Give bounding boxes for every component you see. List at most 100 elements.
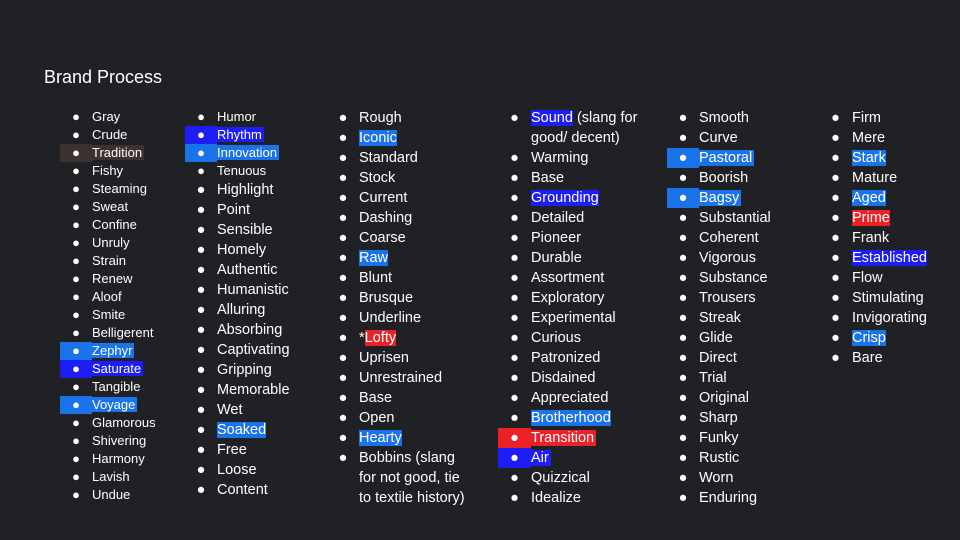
list-item-label: Worn	[699, 468, 733, 488]
bullet-icon: ●	[338, 350, 348, 366]
list-item-label: Brusque	[359, 288, 413, 308]
bullet-icon: ●	[831, 310, 840, 326]
list-item-text: Exploratory	[531, 290, 605, 306]
list-item-label: Glide	[699, 328, 733, 348]
list-item-label: Trial	[699, 368, 727, 388]
list-item-label: Flow	[852, 268, 883, 288]
list-item-label: Soaked	[217, 420, 267, 440]
list-item: ● Aged	[819, 188, 927, 208]
bullet-icon: ●	[831, 110, 840, 126]
list-item-text: Soaked	[217, 422, 267, 438]
list-item-text: Stimulating	[852, 290, 924, 306]
list-item: ● Disdained	[498, 368, 641, 388]
list-item: ● Curious	[498, 328, 641, 348]
list-item: ● Prime	[819, 208, 927, 228]
list-item-text: Innovation	[217, 145, 279, 160]
bullet-icon: ●	[831, 250, 840, 266]
list-item-line: Sound (slang for	[531, 108, 641, 128]
bullet-icon: ●	[831, 230, 840, 246]
list-item-text: Lofty	[364, 330, 397, 346]
list-item: ● Coarse	[327, 228, 469, 248]
list-item-text: Blunt	[359, 270, 393, 286]
list-item-label: Stock	[359, 168, 395, 188]
list-item-label: Steaming	[92, 180, 148, 198]
list-item-label: Patronized	[531, 348, 600, 368]
list-item-text: Base	[531, 170, 565, 186]
list-item-label: Unruly	[92, 234, 131, 252]
list-item: ● Belligerent	[60, 324, 157, 342]
bullet-icon: ●	[510, 190, 519, 206]
list-item-text: Point	[217, 202, 251, 218]
list-item: ● Air	[498, 448, 641, 468]
list-item-text: Patronized	[531, 350, 601, 366]
list-item-label: Grounding	[531, 188, 599, 208]
list-item: ● Warming	[498, 148, 641, 168]
list-item-text: Underline	[359, 310, 422, 326]
list-item: ● Wet	[185, 400, 290, 420]
list-item-text: Trousers	[699, 290, 756, 306]
list-item: ● *Lofty	[327, 328, 469, 348]
list-item-text: Iconic	[359, 130, 397, 146]
list-item-text: Current	[359, 190, 408, 206]
list-item: ● Zephyr	[60, 342, 157, 360]
bullet-icon: ●	[72, 307, 80, 322]
list-item: ● Dashing	[327, 208, 469, 228]
list-item-text: Stark	[852, 150, 886, 166]
list-item-text: Aloof	[92, 289, 122, 304]
bullet-icon: ●	[196, 302, 206, 318]
list-item-text: Streak	[699, 310, 741, 326]
list-item-text: Free	[217, 442, 247, 458]
bullet-icon: ●	[185, 144, 217, 162]
list-item-label: Boorish	[699, 168, 748, 188]
list-item-text: Brusque	[359, 290, 414, 306]
list-item-text: Memorable	[217, 382, 290, 398]
list-item-label: Crude	[92, 126, 128, 144]
bullet-icon: ●	[196, 362, 206, 378]
list-item-label: Stark	[852, 148, 886, 168]
list-item-text: Funky	[699, 430, 739, 446]
bullet-icon: ●	[196, 222, 206, 238]
list-item: ● Lavish	[60, 468, 157, 486]
list-item-label: Humor	[217, 108, 256, 126]
list-item-text: Experimental	[531, 310, 616, 326]
list-item-label: Air	[531, 448, 551, 468]
list-item-text: Frank	[852, 230, 890, 246]
list-item: ● Absorbing	[185, 320, 290, 340]
list-item-text: Original	[699, 390, 749, 406]
list-item-text: Sharp	[699, 410, 738, 426]
list-item-label: Stimulating	[852, 288, 924, 308]
list-item-label: Lavish	[92, 468, 131, 486]
list-item: ● Quizzical	[498, 468, 641, 488]
bullet-icon: ●	[510, 170, 519, 186]
bullet-icon: ●	[196, 342, 206, 358]
word-list-column-1: ● Gray ● Crude ● Tradition ● Fishy ● Steaming ● Swe…	[60, 108, 157, 504]
list-item: ● Sound (slang for good/ decent)	[498, 108, 641, 148]
list-item: ● Stark	[819, 148, 927, 168]
list-item-text: Steaming	[92, 181, 147, 196]
bullet-icon: ●	[72, 253, 80, 268]
bullet-icon: ●	[185, 126, 217, 144]
bullet-icon: ●	[510, 250, 519, 266]
bullet-icon: ●	[338, 190, 348, 206]
bullet-icon: ●	[667, 148, 699, 168]
list-item-label: Transition	[531, 428, 597, 448]
list-item: ● Strain	[60, 252, 157, 270]
list-item-line: to textile history)	[359, 490, 465, 506]
bullet-icon: ●	[678, 210, 688, 226]
list-item-text: Renew	[92, 271, 133, 286]
list-item: ● Captivating	[185, 340, 290, 360]
bullet-icon: ●	[678, 490, 688, 506]
bullet-icon: ●	[678, 270, 688, 286]
list-item-label: Harmony	[92, 450, 146, 468]
bullet-icon: ●	[60, 396, 92, 414]
list-item-suffix: (slang for	[572, 110, 638, 126]
bullet-icon: ●	[498, 428, 531, 448]
list-item: ● Raw	[327, 248, 469, 268]
bullet-icon: ●	[338, 390, 348, 406]
list-item-label: Detailed	[531, 208, 584, 228]
list-item: ● Confine	[60, 216, 157, 234]
bullet-icon: ●	[72, 127, 80, 142]
bullet-icon: ●	[498, 448, 531, 468]
list-item-label: Bobbins (slang for not good, tie to textil…	[359, 448, 469, 508]
bullet-icon: ●	[197, 109, 205, 124]
